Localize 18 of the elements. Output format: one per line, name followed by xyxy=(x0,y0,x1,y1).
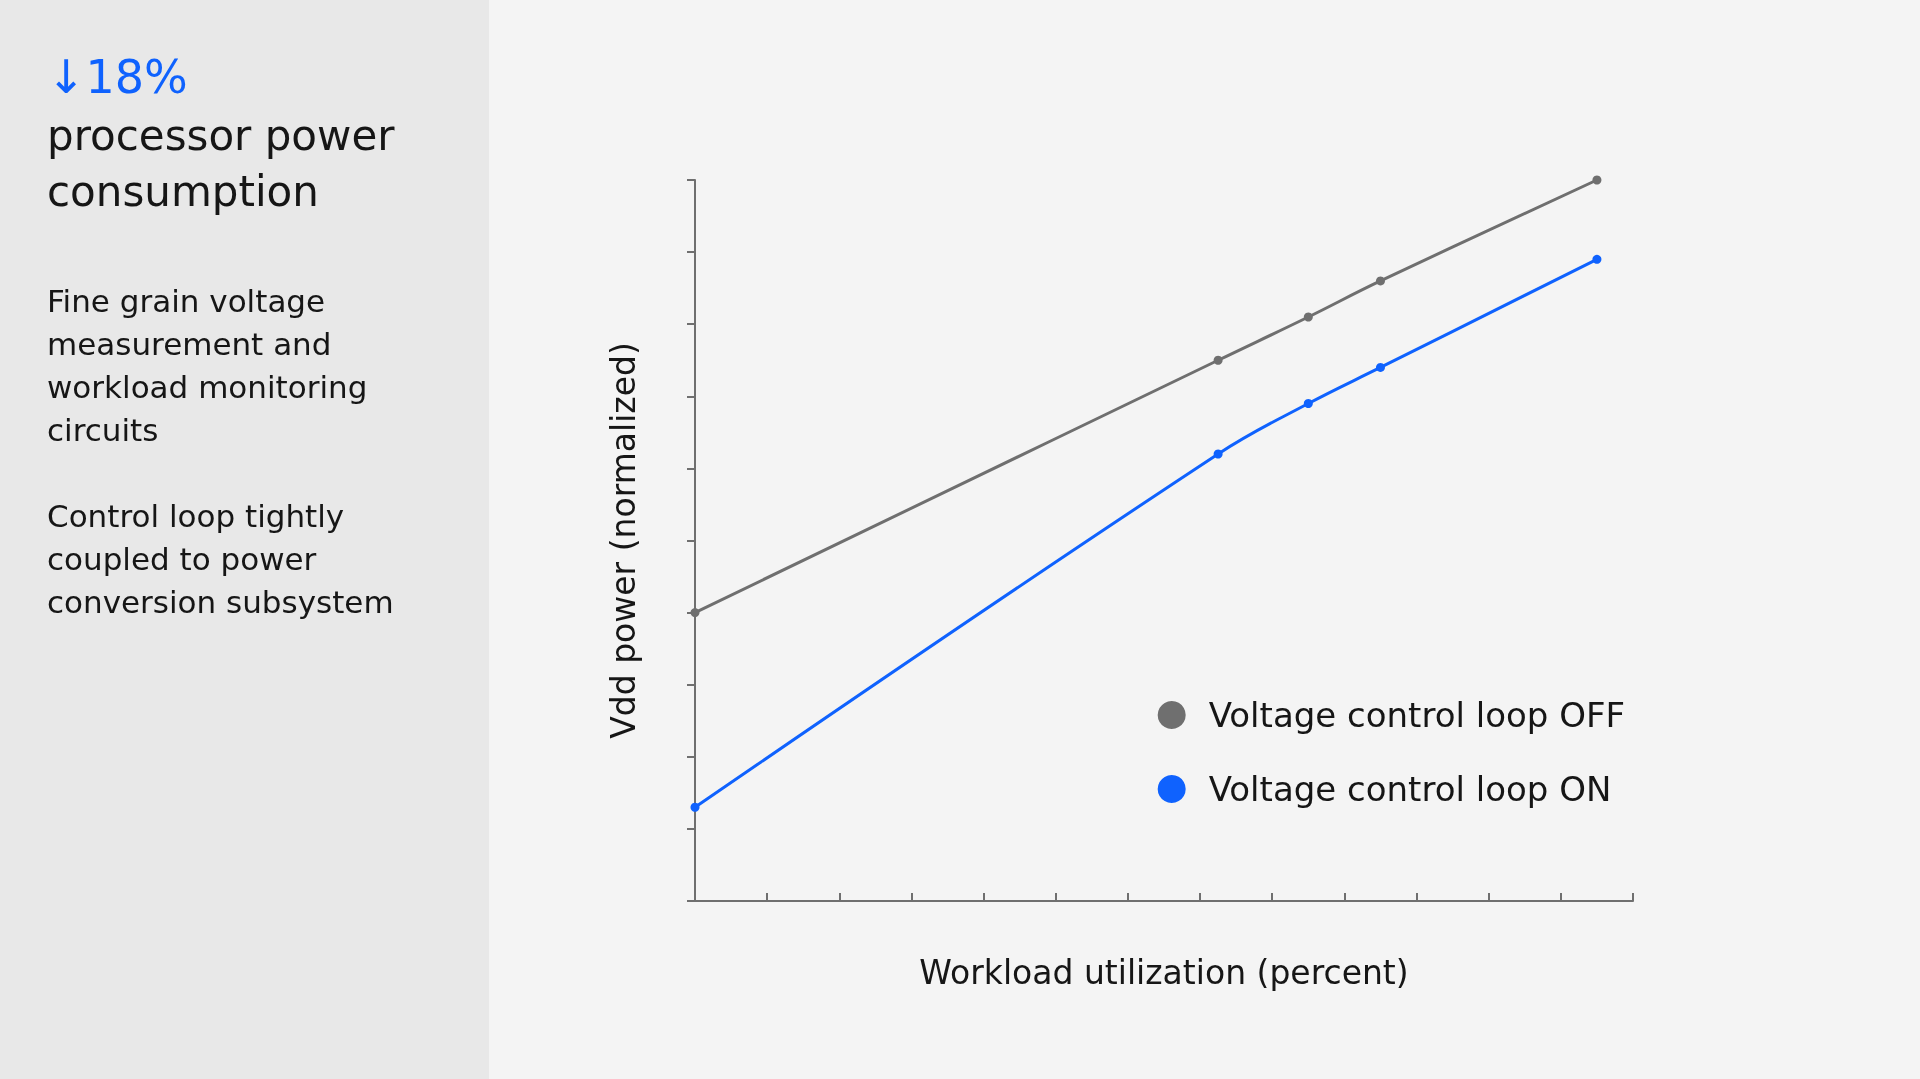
text: ↓18% xyxy=(47,50,188,104)
x-axis-title: Workload utilization (percent) xyxy=(919,953,1409,992)
y-axis-title: Vdd power (normalized) xyxy=(604,342,643,739)
point xyxy=(1592,254,1602,264)
point xyxy=(690,802,700,812)
text: processor power consumption xyxy=(47,110,396,218)
legend-label: Voltage control loop OFF xyxy=(1208,695,1626,735)
point xyxy=(1375,362,1385,372)
point xyxy=(1303,399,1313,409)
point xyxy=(1592,175,1602,185)
text: Fine grain voltage measurement and workload monitoring circuits xyxy=(47,282,369,450)
point xyxy=(690,608,700,618)
point xyxy=(1303,312,1313,322)
point xyxy=(1375,276,1385,286)
point xyxy=(1213,355,1223,365)
text: Control loop tightly coupled to power conversion subsystem xyxy=(47,497,395,622)
legend-label: Voltage control loop ON xyxy=(1208,769,1612,809)
point xyxy=(1213,449,1223,459)
